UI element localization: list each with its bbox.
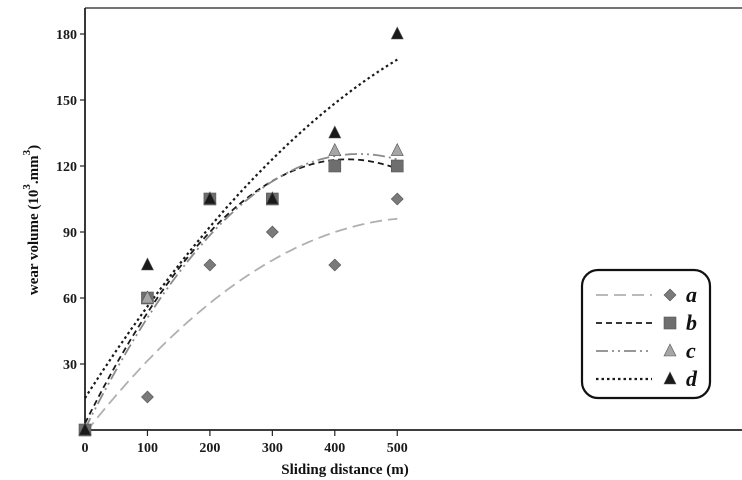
x-tick-label: 200 [199, 441, 220, 456]
x-tick-label: 100 [137, 441, 158, 456]
legend-marker-b [663, 316, 677, 330]
data-point-b [390, 159, 404, 173]
data-point-d [265, 191, 279, 205]
legend-marker-d [663, 371, 677, 385]
y-axis-title: wear volume (103.mm3) [21, 145, 42, 295]
data-point-d [328, 125, 342, 139]
data-point-b [328, 159, 342, 173]
trend-line-c [84, 153, 398, 430]
trend-line-b [84, 158, 398, 424]
y-tick-label: 90 [63, 226, 77, 241]
legend-box [580, 268, 712, 400]
legend-label-a: a [686, 282, 697, 307]
legend-label-c: c [686, 338, 696, 363]
y-axis-title-close: ) [26, 145, 42, 150]
legend-label-b: b [686, 310, 697, 335]
legend-marker-c [663, 343, 677, 357]
legend-label-d: d [686, 366, 698, 391]
y-axis-title-unit: .mm [26, 155, 42, 184]
trend-lines [84, 58, 398, 431]
y-tick-label: 60 [63, 292, 77, 307]
y-axis-title-unit-exp: 3 [21, 149, 33, 155]
y-axis-title-exp: 3 [21, 184, 33, 190]
x-axis-title: Sliding distance (m) [281, 462, 409, 478]
trend-line-a [84, 217, 398, 431]
data-point-c [328, 142, 342, 156]
x-tick-label: 300 [262, 441, 283, 456]
y-tick-label: 180 [56, 28, 77, 43]
axes [84, 7, 742, 431]
y-tick-label: 120 [56, 160, 77, 175]
x-tick-label: 500 [387, 441, 408, 456]
data-point-d [78, 422, 92, 436]
data-point-c [140, 290, 154, 304]
data-point-d [140, 257, 154, 271]
legend-marker-a [663, 288, 677, 302]
data-point-a [265, 225, 279, 239]
data-point-a [390, 192, 404, 206]
trend-line-d [84, 58, 398, 399]
data-point-a [203, 258, 217, 272]
data-point-a [328, 258, 342, 272]
y-tick-label: 30 [63, 358, 77, 373]
x-tick-label: 0 [82, 441, 89, 456]
y-tick-label: 150 [56, 94, 77, 109]
data-points [78, 26, 404, 437]
data-point-a [141, 390, 154, 404]
data-point-d [390, 26, 404, 40]
ticks: 0 100 200 300 400 500 30 60 90 120 150 180 [56, 28, 408, 456]
data-point-d [203, 191, 217, 205]
data-point-c [390, 142, 404, 156]
y-axis-title-base: wear volume (10 [26, 190, 42, 296]
x-tick-label: 400 [324, 441, 345, 456]
